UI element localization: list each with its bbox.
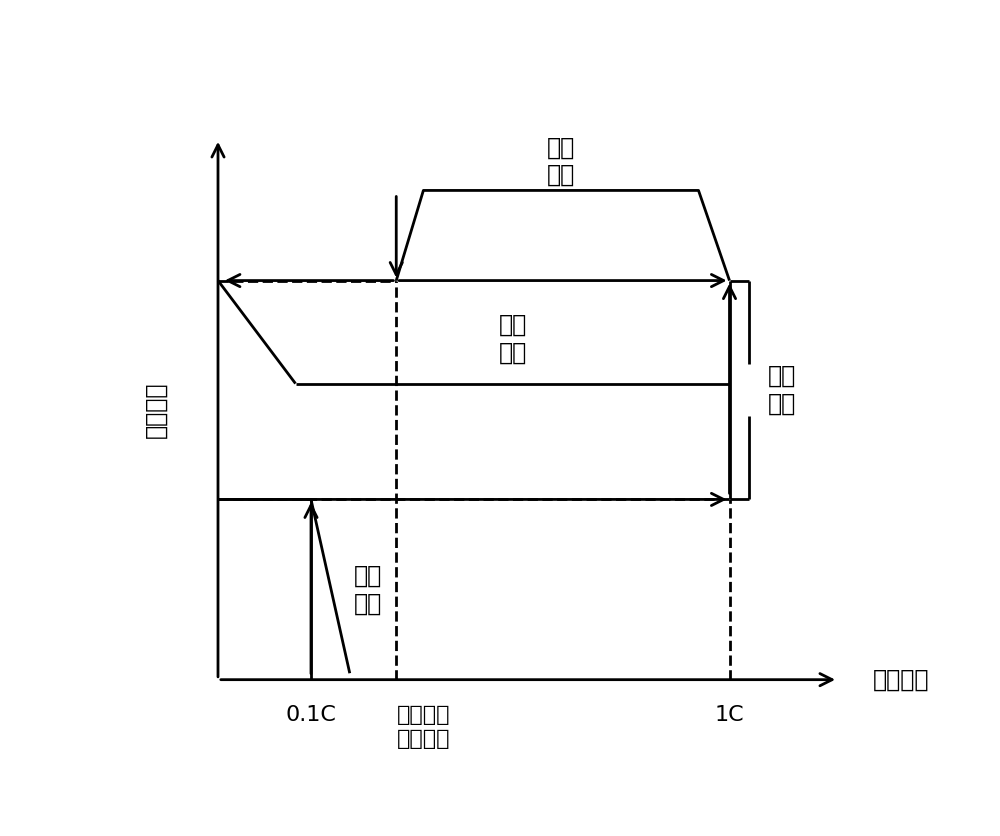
Text: 恒压
充电: 恒压 充电 [547,135,575,187]
Text: 设定的电
流固定值: 设定的电 流固定值 [397,706,450,748]
Text: 输出电流: 输出电流 [873,668,929,691]
Text: 恒流
充电: 恒流 充电 [768,364,796,415]
Text: 浮充
充电: 浮充 充电 [498,313,527,364]
Text: 涡流
充电: 涡流 充电 [354,563,382,615]
Text: 0.1C: 0.1C [286,706,336,726]
Text: 1C: 1C [715,706,744,726]
Text: 输出电压: 输出电压 [144,381,168,437]
